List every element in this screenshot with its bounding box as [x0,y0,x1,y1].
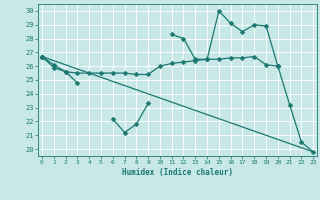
X-axis label: Humidex (Indice chaleur): Humidex (Indice chaleur) [122,168,233,177]
